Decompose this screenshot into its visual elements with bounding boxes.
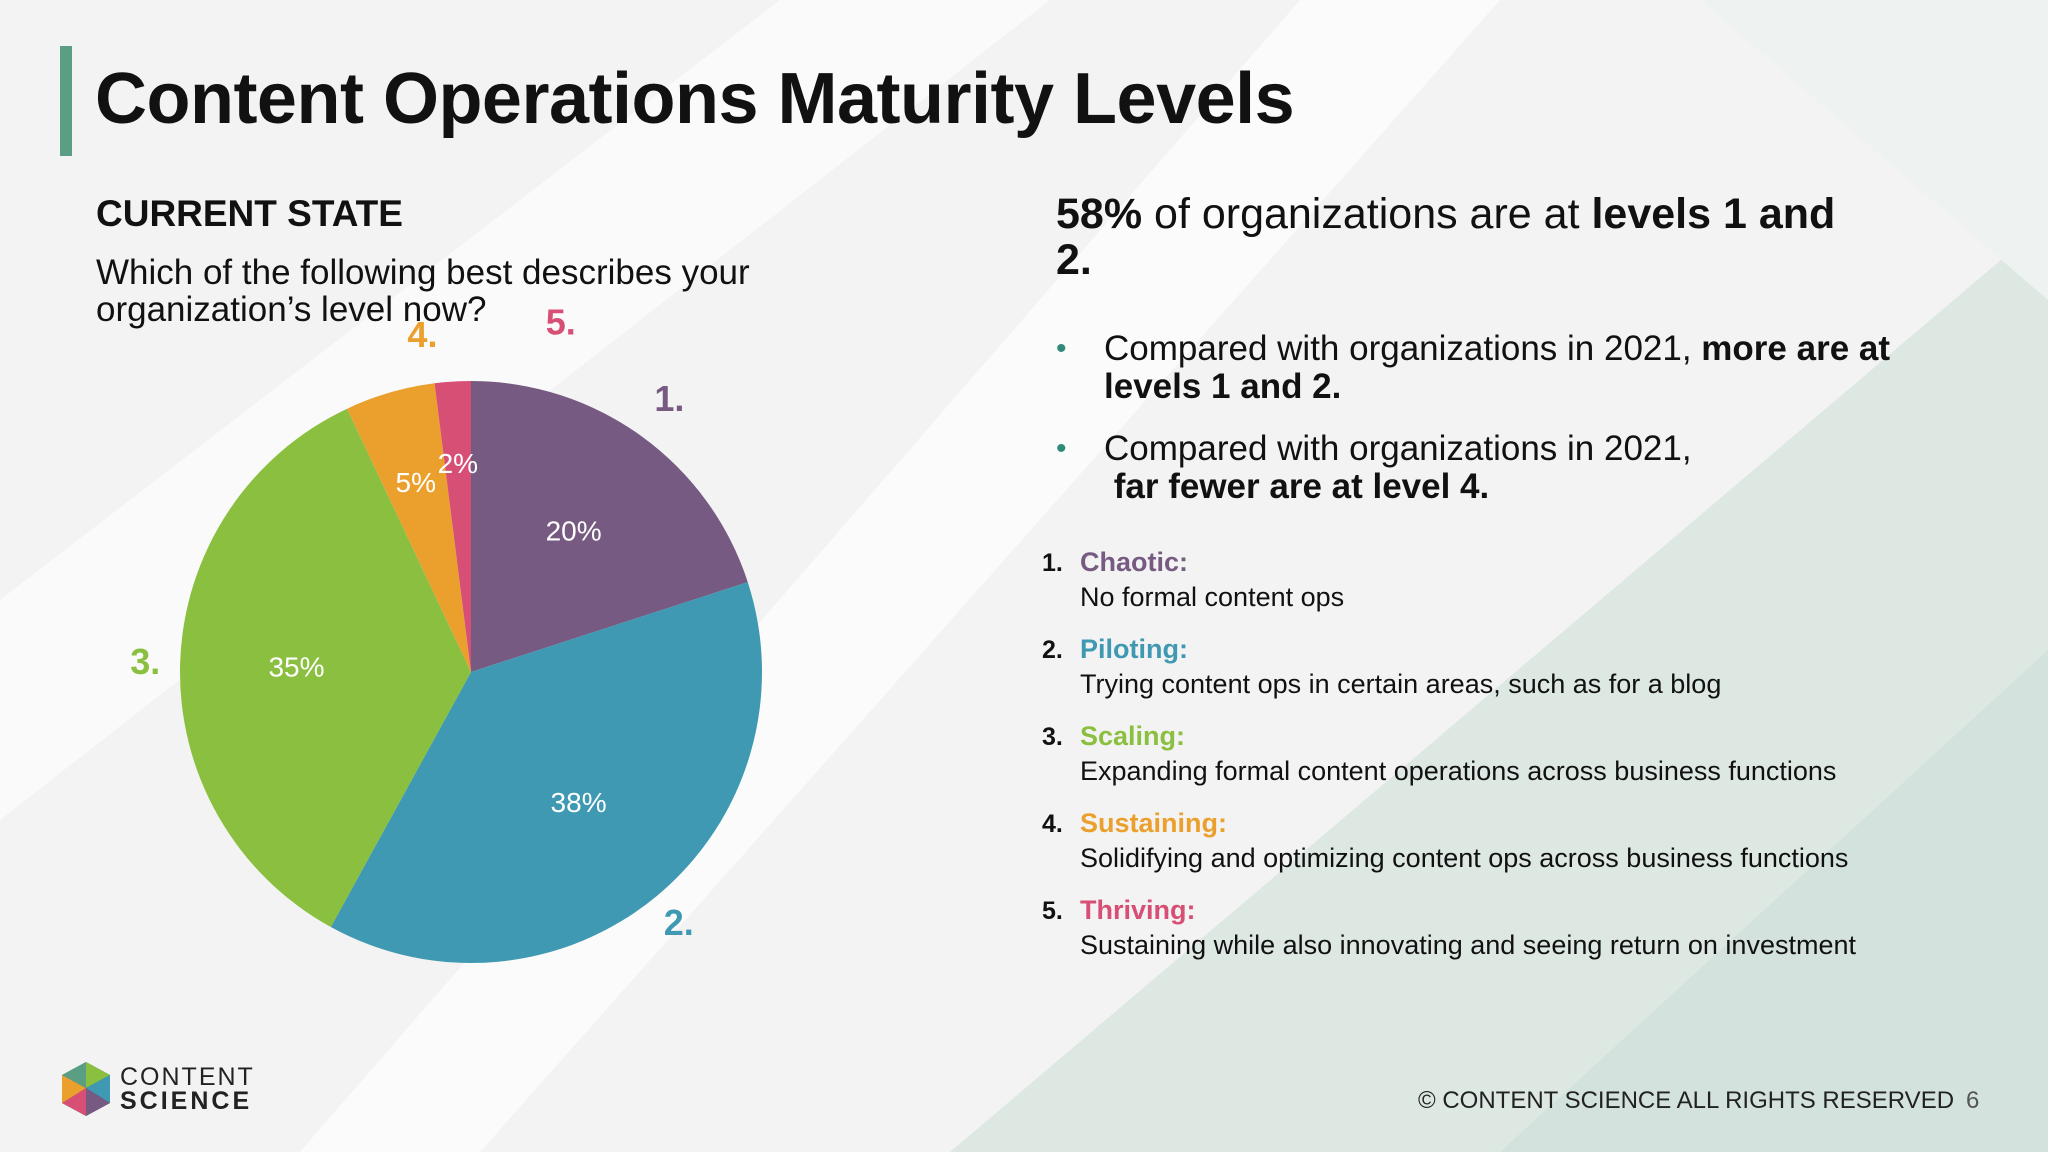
pie-value-label: 20% (546, 516, 602, 547)
pie-slice (347, 383, 471, 672)
pie-value-label: 2% (438, 448, 478, 479)
pie-category-label: 5. (546, 301, 576, 342)
headline-text: of organizations are at (1142, 190, 1592, 238)
survey-question: Which of the following best describes yo… (96, 253, 750, 329)
level-name: Thriving: (1080, 895, 1196, 925)
level-item-scaling: 3. Scaling: Expanding formal content opera… (1040, 719, 1990, 806)
bullet-dot-icon: • (1056, 432, 1067, 465)
headline-pct: 58% (1056, 190, 1143, 238)
pie-slice (180, 408, 471, 928)
pie-category-label: 3. (130, 641, 160, 682)
level-item-piloting: 2. Piloting: Trying content ops in certain… (1040, 632, 1990, 719)
headline: 58% of organizations are at levels 1 and… (1056, 191, 1856, 283)
pie-value-label: 38% (551, 787, 607, 818)
pie-slice (471, 381, 748, 672)
logo-wordmark: CONTENT SCIENCE (120, 1063, 255, 1115)
section-label: CURRENT STATE (96, 193, 403, 234)
pie-slice (434, 381, 471, 672)
level-desc: Expanding formal content operations acro… (1080, 756, 1837, 786)
level-desc: No formal content ops (1080, 582, 1345, 612)
headline-bold: levels 1 and 2. (1056, 190, 1836, 284)
level-item-thriving: 5. Thriving: Sustaining while also innovat… (1040, 893, 1990, 980)
page-title: Content Operations Maturity Levels (95, 59, 1295, 139)
level-desc: Sustaining while also innovating and see… (1080, 930, 1856, 960)
maturity-level-list: 1. Chaotic: No formal content ops 2. Piloti… (1040, 545, 1990, 980)
level-name: Scaling: (1080, 721, 1186, 751)
pie-value-label: 35% (268, 652, 324, 683)
level-desc: Trying content ops in certain areas, suc… (1080, 669, 1722, 699)
level-name: Chaotic: (1080, 547, 1188, 577)
level-desc: Solidifying and optimizing content ops a… (1080, 843, 1849, 873)
pie-category-label: 4. (407, 314, 437, 355)
bullet-item: • Compared with organizations in 2021, fa… (1056, 429, 1692, 506)
bullet-item: • Compared with organizations in 2021, mo… (1056, 329, 1891, 406)
comparison-bullets: • Compared with organizations in 2021, mo… (1056, 330, 1916, 530)
pie-slice (330, 582, 763, 964)
copyright-footer: © CONTENT SCIENCE ALL RIGHTS RESERVED (1418, 1087, 1955, 1114)
pie-category-label: 2. (664, 902, 694, 943)
title-accent-bar (60, 46, 72, 156)
level-name: Sustaining: (1080, 808, 1227, 838)
page-number: 6 (1966, 1087, 1980, 1114)
level-item-chaotic: 1. Chaotic: No formal content ops (1040, 545, 1990, 632)
bullet-dot-icon: • (1056, 332, 1067, 365)
content-science-logo-icon (62, 1062, 110, 1116)
level-name: Piloting: (1080, 634, 1188, 664)
pie-value-label: 5% (396, 467, 436, 498)
level-item-sustaining: 4. Sustaining: Solidifying and optimizing … (1040, 806, 1990, 893)
pie-category-label: 1. (654, 378, 684, 419)
